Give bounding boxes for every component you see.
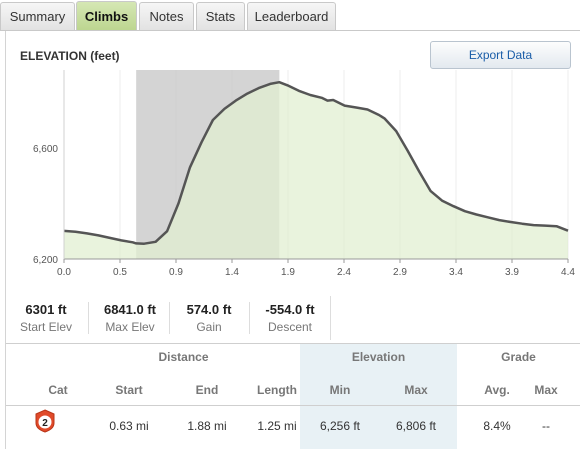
x-tick-label: 1.4 [225, 267, 239, 278]
stat-max-elev: 6841.0 ft Max Elev [90, 296, 170, 340]
col-max: Max [404, 383, 428, 397]
chart-title: ELEVATION (feet) [20, 49, 120, 63]
x-tick-label: 3.4 [449, 267, 463, 278]
category-number: 2 [42, 418, 48, 429]
x-tick-label: 3.9 [505, 267, 519, 278]
y-tick-label: 6,200 [33, 255, 58, 266]
col-length: Length [257, 383, 297, 397]
x-tick-label: 1.9 [281, 267, 295, 278]
tab-summary[interactable]: Summary [0, 2, 75, 30]
stat-gain: 574.0 ft Gain [170, 296, 248, 340]
row-length: 1.25 mi [257, 419, 297, 433]
elevation-line [63, 80, 569, 245]
stat-start-elev-label: Start Elev [19, 320, 73, 334]
stat-divider [88, 302, 89, 334]
table-rule [6, 343, 580, 344]
tab-climbs-label: Climbs [84, 9, 129, 24]
stat-descent: -554.0 ft Descent [250, 296, 330, 340]
col-start: Start [115, 383, 143, 397]
row-max: 6,806 ft [395, 419, 437, 433]
stat-max-elev-label: Max Elev [105, 320, 155, 334]
table-rule [6, 405, 580, 406]
tab-divider [0, 30, 580, 31]
stat-descent-label: Descent [267, 320, 313, 334]
stat-max-elev-value: 6841.0 ft [103, 302, 157, 317]
elevation-chart: 0.0 0.5 0.9 1.4 1.9 2.4 2.9 3.4 3.9 4.4 6,200 6,60… [33, 70, 575, 278]
col-grade-max: Max [534, 383, 558, 397]
group-elevation: Elevation [351, 350, 406, 364]
elevation-column-bg [300, 343, 457, 449]
x-tick-label: 2.9 [393, 267, 407, 278]
elevation-area [64, 82, 568, 259]
tab-leaderboard[interactable]: Leaderboard [247, 2, 336, 30]
row-end: 1.88 mi [187, 419, 227, 433]
row-avg: 8.4% [483, 419, 511, 433]
stat-divider [249, 302, 250, 334]
y-tick-labels: 6,200 6,600 [33, 144, 58, 266]
x-tick-label: 0.9 [169, 267, 183, 278]
col-cat: Cat [48, 383, 68, 397]
tab-bar: Summary Climbs Notes Stats Leaderboard [0, 0, 580, 31]
col-min: Min [329, 383, 351, 397]
row-grade-max: -- [542, 419, 550, 433]
x-tick-label: 4.4 [561, 267, 575, 278]
tab-notes[interactable]: Notes [139, 2, 194, 30]
col-avg: Avg. [484, 383, 510, 397]
group-grade: Grade [501, 350, 536, 364]
row-start: 0.63 mi [109, 419, 149, 433]
tab-leaderboard-label: Leaderboard [254, 9, 329, 24]
tab-summary-label: Summary [9, 9, 66, 24]
stat-descent-value: -554.0 ft [265, 302, 315, 317]
tab-stats[interactable]: Stats [196, 2, 245, 30]
climbs-table: Distance Elevation Grade Cat Start End L… [6, 343, 580, 449]
x-tick-label: 2.4 [337, 267, 351, 278]
tab-climbs[interactable]: Climbs [76, 1, 137, 31]
stat-gain-value: 574.0 ft [186, 302, 232, 317]
row-min: 6,256 ft [319, 419, 361, 433]
category-badge-icon: 2 [35, 409, 55, 433]
col-end: End [195, 383, 219, 397]
stat-gain-label: Gain [196, 320, 222, 334]
x-tick-label: 0.5 [113, 267, 127, 278]
tab-notes-label: Notes [149, 9, 184, 24]
stat-start-elev: 6301 ft Start Elev [6, 296, 86, 340]
stat-start-elev-value: 6301 ft [25, 302, 67, 317]
group-distance: Distance [158, 350, 209, 364]
climb-stats: 6301 ft Start Elev 6841.0 ft Max Elev 57… [6, 296, 331, 340]
export-data-button[interactable]: Export Data [430, 41, 571, 69]
y-tick-label: 6,600 [33, 144, 58, 155]
stat-divider [169, 302, 170, 334]
x-tick-label: 0.0 [57, 267, 71, 278]
x-tick-labels: 0.0 0.5 0.9 1.4 1.9 2.4 2.9 3.4 3.9 4.4 [57, 259, 575, 278]
tab-stats-label: Stats [205, 9, 236, 24]
